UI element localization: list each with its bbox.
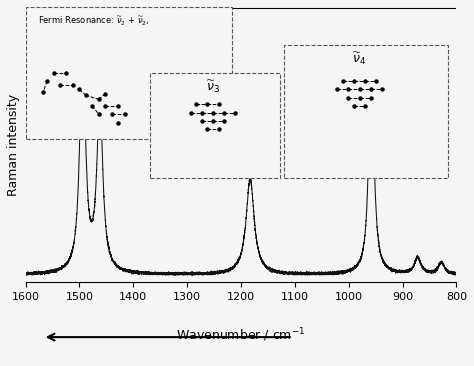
FancyBboxPatch shape: [150, 73, 280, 178]
Text: $\widetilde{\nu}_3$: $\widetilde{\nu}_3$: [206, 79, 220, 96]
X-axis label: Wavenumber / cm$^{-1}$: Wavenumber / cm$^{-1}$: [176, 327, 306, 344]
Text: $\widetilde{\nu}_4$: $\widetilde{\nu}_4$: [353, 51, 366, 67]
Text: Fermi Resonance: $\widetilde{\nu}_2$ + $\widetilde{\nu}_2$,: Fermi Resonance: $\widetilde{\nu}_2$ + $…: [38, 15, 150, 28]
FancyBboxPatch shape: [284, 45, 448, 178]
FancyBboxPatch shape: [26, 7, 232, 139]
Y-axis label: Raman intensity: Raman intensity: [7, 93, 20, 195]
